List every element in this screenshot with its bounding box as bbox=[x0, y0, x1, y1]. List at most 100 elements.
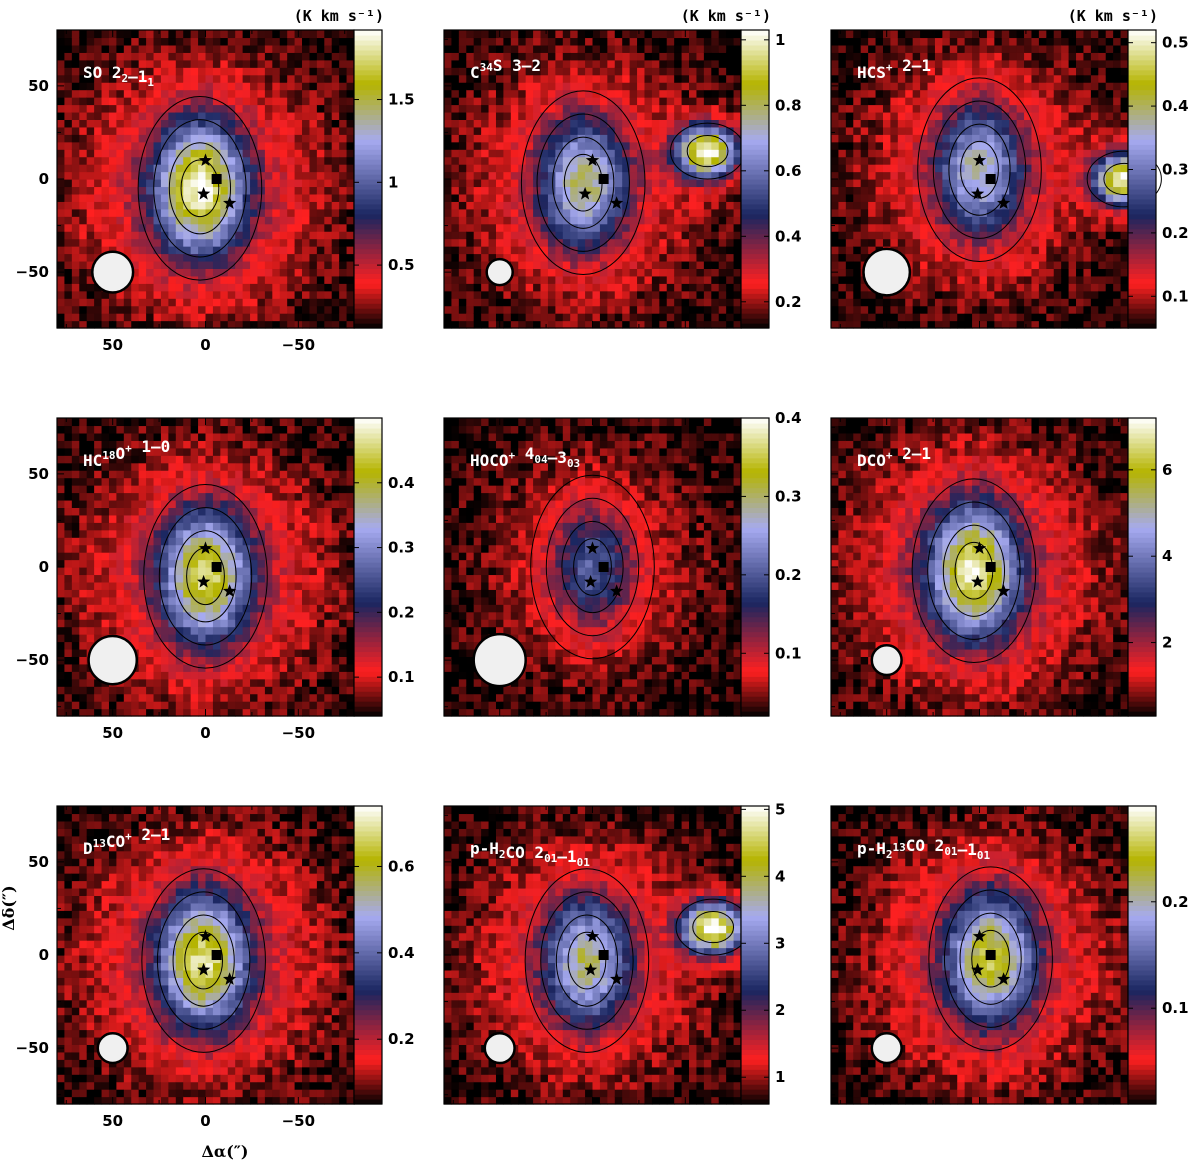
map-pixel bbox=[875, 141, 884, 150]
map-pixel bbox=[287, 37, 296, 46]
map-pixel bbox=[146, 283, 155, 292]
map-pixel bbox=[302, 275, 311, 284]
map-pixel bbox=[964, 37, 973, 46]
map-pixel bbox=[644, 275, 653, 284]
map-pixel bbox=[555, 216, 564, 225]
map-pixel bbox=[831, 223, 840, 232]
map-pixel bbox=[659, 238, 668, 247]
map-pixel bbox=[190, 186, 199, 195]
map-pixel bbox=[853, 37, 862, 46]
map-pixel bbox=[1038, 37, 1047, 46]
map-pixel bbox=[518, 126, 527, 135]
map-pixel bbox=[644, 253, 653, 262]
map-pixel bbox=[949, 156, 958, 165]
map-pixel bbox=[57, 30, 66, 39]
map-pixel bbox=[934, 164, 943, 173]
map-pixel bbox=[838, 320, 847, 329]
map-pixel bbox=[629, 30, 638, 39]
map-pixel bbox=[882, 141, 891, 150]
map-pixel bbox=[831, 44, 840, 53]
map-pixel bbox=[1076, 290, 1085, 299]
map-pixel bbox=[1053, 52, 1062, 61]
map-pixel bbox=[1046, 97, 1055, 106]
map-pixel bbox=[212, 246, 221, 255]
map-pixel bbox=[287, 82, 296, 91]
map-pixel bbox=[287, 67, 296, 76]
map-pixel bbox=[592, 126, 601, 135]
map-pixel bbox=[637, 141, 646, 150]
map-pixel bbox=[733, 179, 742, 188]
map-pixel bbox=[138, 52, 147, 61]
map-pixel bbox=[331, 164, 340, 173]
map-pixel bbox=[1098, 111, 1107, 120]
map-pixel bbox=[972, 253, 981, 262]
map-pixel bbox=[607, 253, 616, 262]
colorbar-segment bbox=[354, 308, 382, 314]
map-pixel bbox=[555, 82, 564, 91]
map-pixel bbox=[481, 126, 490, 135]
map-pixel bbox=[614, 52, 623, 61]
map-pixel bbox=[302, 283, 311, 292]
map-pixel bbox=[1001, 253, 1010, 262]
map-pixel bbox=[250, 119, 259, 128]
map-pixel bbox=[949, 149, 958, 158]
map-pixel bbox=[718, 156, 727, 165]
map-pixel bbox=[235, 97, 244, 106]
map-pixel bbox=[726, 82, 735, 91]
map-pixel bbox=[838, 30, 847, 39]
map-pixel bbox=[666, 74, 675, 83]
map-pixel bbox=[458, 52, 467, 61]
map-pixel bbox=[94, 44, 103, 53]
map-pixel bbox=[198, 164, 207, 173]
map-pixel bbox=[689, 97, 698, 106]
map-pixel bbox=[1105, 97, 1114, 106]
map-pixel bbox=[607, 186, 616, 195]
map-pixel bbox=[346, 89, 355, 98]
map-pixel bbox=[562, 208, 571, 217]
map-pixel bbox=[666, 238, 675, 247]
map-pixel bbox=[920, 89, 929, 98]
map-pixel bbox=[949, 52, 958, 61]
map-pixel bbox=[272, 97, 281, 106]
map-pixel bbox=[972, 223, 981, 232]
colorbar-segment bbox=[741, 198, 769, 205]
colorbar-segment bbox=[741, 49, 769, 56]
map-pixel bbox=[71, 141, 80, 150]
map-pixel bbox=[227, 253, 236, 262]
map-pixel bbox=[279, 111, 288, 120]
map-pixel bbox=[1090, 253, 1099, 262]
map-pixel bbox=[1083, 193, 1092, 202]
map-pixel bbox=[1105, 89, 1114, 98]
map-pixel bbox=[64, 37, 73, 46]
map-pixel bbox=[1098, 74, 1107, 83]
colorbar-segment bbox=[354, 193, 382, 200]
map-pixel bbox=[860, 238, 869, 247]
map-pixel bbox=[1105, 179, 1114, 188]
map-pixel bbox=[994, 67, 1003, 76]
map-pixel bbox=[927, 268, 936, 277]
map-pixel bbox=[525, 37, 534, 46]
map-pixel bbox=[1031, 30, 1040, 39]
map-pixel bbox=[666, 67, 675, 76]
map-pixel bbox=[175, 141, 184, 150]
map-pixel bbox=[138, 223, 147, 232]
map-pixel bbox=[637, 164, 646, 173]
map-pixel bbox=[711, 186, 720, 195]
map-pixel bbox=[481, 253, 490, 262]
map-pixel bbox=[235, 238, 244, 247]
map-pixel bbox=[294, 193, 303, 202]
map-pixel bbox=[860, 126, 869, 135]
map-pixel bbox=[316, 179, 325, 188]
map-pixel bbox=[123, 164, 132, 173]
map-pixel bbox=[510, 283, 519, 292]
map-pixel bbox=[212, 97, 221, 106]
map-pixel bbox=[681, 171, 690, 180]
map-pixel bbox=[1090, 216, 1099, 225]
map-pixel bbox=[1068, 141, 1077, 150]
map-pixel bbox=[1098, 179, 1107, 188]
map-pixel bbox=[488, 44, 497, 53]
map-pixel bbox=[629, 208, 638, 217]
map-pixel bbox=[614, 111, 623, 120]
y-tick-label: 50 bbox=[28, 77, 49, 95]
map-pixel bbox=[949, 67, 958, 76]
